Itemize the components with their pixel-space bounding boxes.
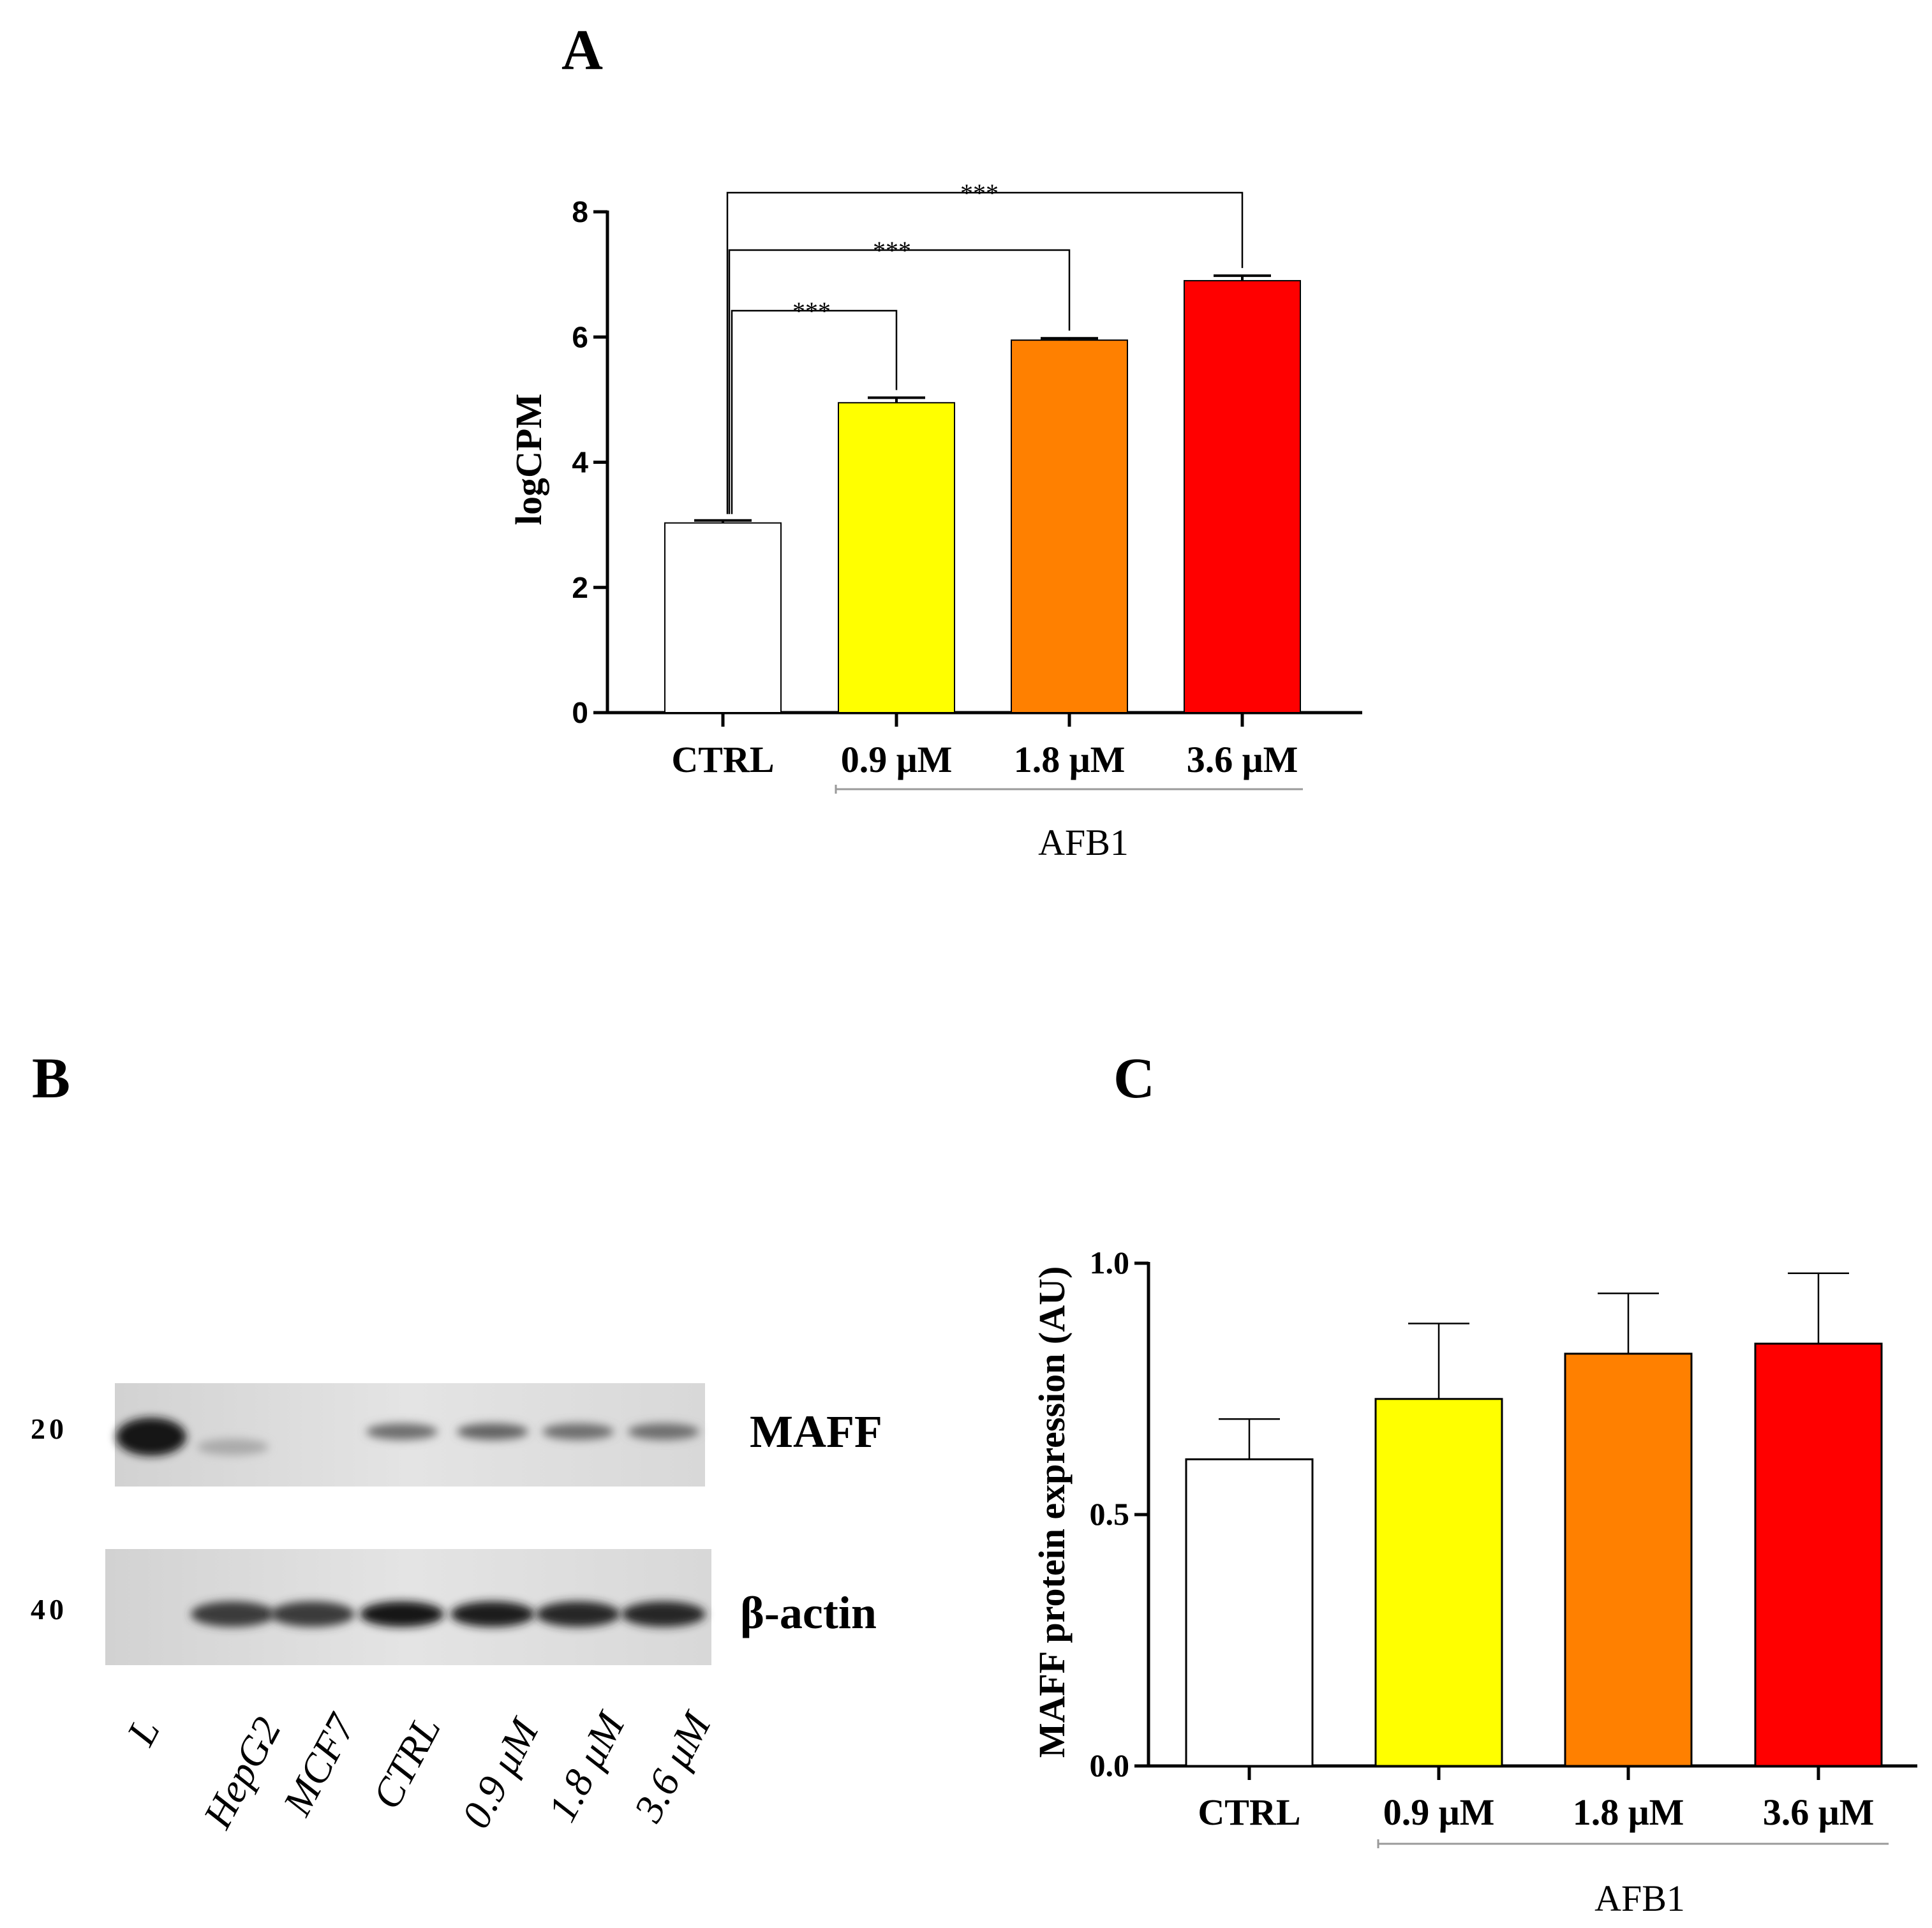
blot-label-maff: MAFF [750, 1406, 882, 1457]
chart-c-ytick-label-2: 1.0 [1090, 1245, 1130, 1280]
chart-c-bar-0 [1185, 1458, 1314, 1767]
blot-band-maff-1 [197, 1439, 269, 1455]
chart-a-ytick-label-3: 6 [572, 320, 588, 353]
panel-letter-a: A [561, 19, 603, 82]
chart-a: logCPM CTRL 0.9 μM 1.8 μM 3.6 μM AFB1 **… [508, 179, 1362, 863]
blot-band-maff-4 [457, 1423, 528, 1440]
chart-c-cat-2: 1.8 μM [1573, 1791, 1684, 1833]
chart-a-bar-2 [1011, 339, 1128, 713]
blot-band-actin-1 [191, 1601, 275, 1627]
blot-band-actin-2 [271, 1601, 355, 1627]
blot-lane-label-6: 3.6 μM [625, 1703, 720, 1830]
blot-lane-label-2: MCF7 [274, 1705, 365, 1823]
chart-a-bar-3 [1184, 279, 1301, 713]
chart-c-cat-1: 0.9 μM [1383, 1791, 1495, 1833]
blot-lane-label-3: CTRL [364, 1709, 450, 1816]
chart-a-sig-bracket-2 [726, 191, 1244, 514]
chart-c: MAFF protein expression (AU) CTRL 0.9 μM… [1031, 1245, 1917, 1919]
blot-lane-label-5: 1.8 μM [539, 1703, 635, 1829]
chart-c-ytick-label-0: 0.0 [1090, 1747, 1130, 1783]
chart-a-ylabel: logCPM [508, 394, 549, 525]
blot-band-maff-0 [116, 1418, 186, 1456]
blot-band-maff-6 [628, 1423, 699, 1440]
blot-lane-label-0: L [117, 1711, 168, 1753]
chart-c-bar-2 [1564, 1353, 1693, 1767]
chart-c-ylabel: MAFF protein expression (AU) [1031, 1266, 1073, 1758]
blot-band-actin-5 [536, 1601, 620, 1627]
panel-letter-c: C [1113, 1047, 1155, 1110]
chart-a-sig-bracket-0 [731, 309, 898, 514]
chart-a-ytick-label-2: 4 [572, 446, 588, 479]
blot-band-actin-6 [621, 1601, 706, 1627]
chart-a-ytick-label-4: 8 [572, 195, 588, 228]
chart-a-cat-1: 0.9 μM [841, 739, 953, 780]
chart-a-sig-bracket-1 [728, 249, 1071, 514]
chart-c-cat-0: CTRL [1198, 1791, 1300, 1833]
blot-band-maff-5 [542, 1423, 614, 1440]
chart-a-cat-3: 3.6 μM [1187, 739, 1298, 780]
blot-marker-actin: 40 [31, 1593, 68, 1626]
blot-lane-label-4: 0.9 μM [453, 1710, 549, 1835]
blot-lane-label-1: HepG2 [194, 1710, 290, 1835]
blot-band-actin-3 [360, 1601, 444, 1627]
blot-label-actin: β-actin [740, 1587, 877, 1638]
blot-band-actin-4 [450, 1601, 535, 1627]
chart-c-cat-3: 3.6 μM [1763, 1791, 1875, 1833]
chart-a-bar-1 [838, 402, 955, 713]
panel-letter-b: B [32, 1047, 70, 1110]
chart-a-cat-0: CTRL [671, 739, 774, 780]
chart-a-bar-0 [664, 522, 782, 714]
chart-a-cat-2: 1.8 μM [1014, 739, 1126, 780]
blot-band-maff-3 [366, 1423, 438, 1440]
blot-marker-maff: 20 [31, 1413, 68, 1445]
chart-a-group-label: AFB1 [1038, 822, 1129, 863]
chart-c-ytick-label-1: 0.5 [1090, 1496, 1130, 1532]
chart-a-ytick-label-1: 2 [572, 571, 588, 604]
chart-a-ytick-label-0: 0 [572, 696, 588, 729]
chart-c-bar-3 [1754, 1342, 1883, 1767]
chart-c-group-label: AFB1 [1594, 1878, 1685, 1919]
chart-c-bar-1 [1374, 1398, 1503, 1767]
